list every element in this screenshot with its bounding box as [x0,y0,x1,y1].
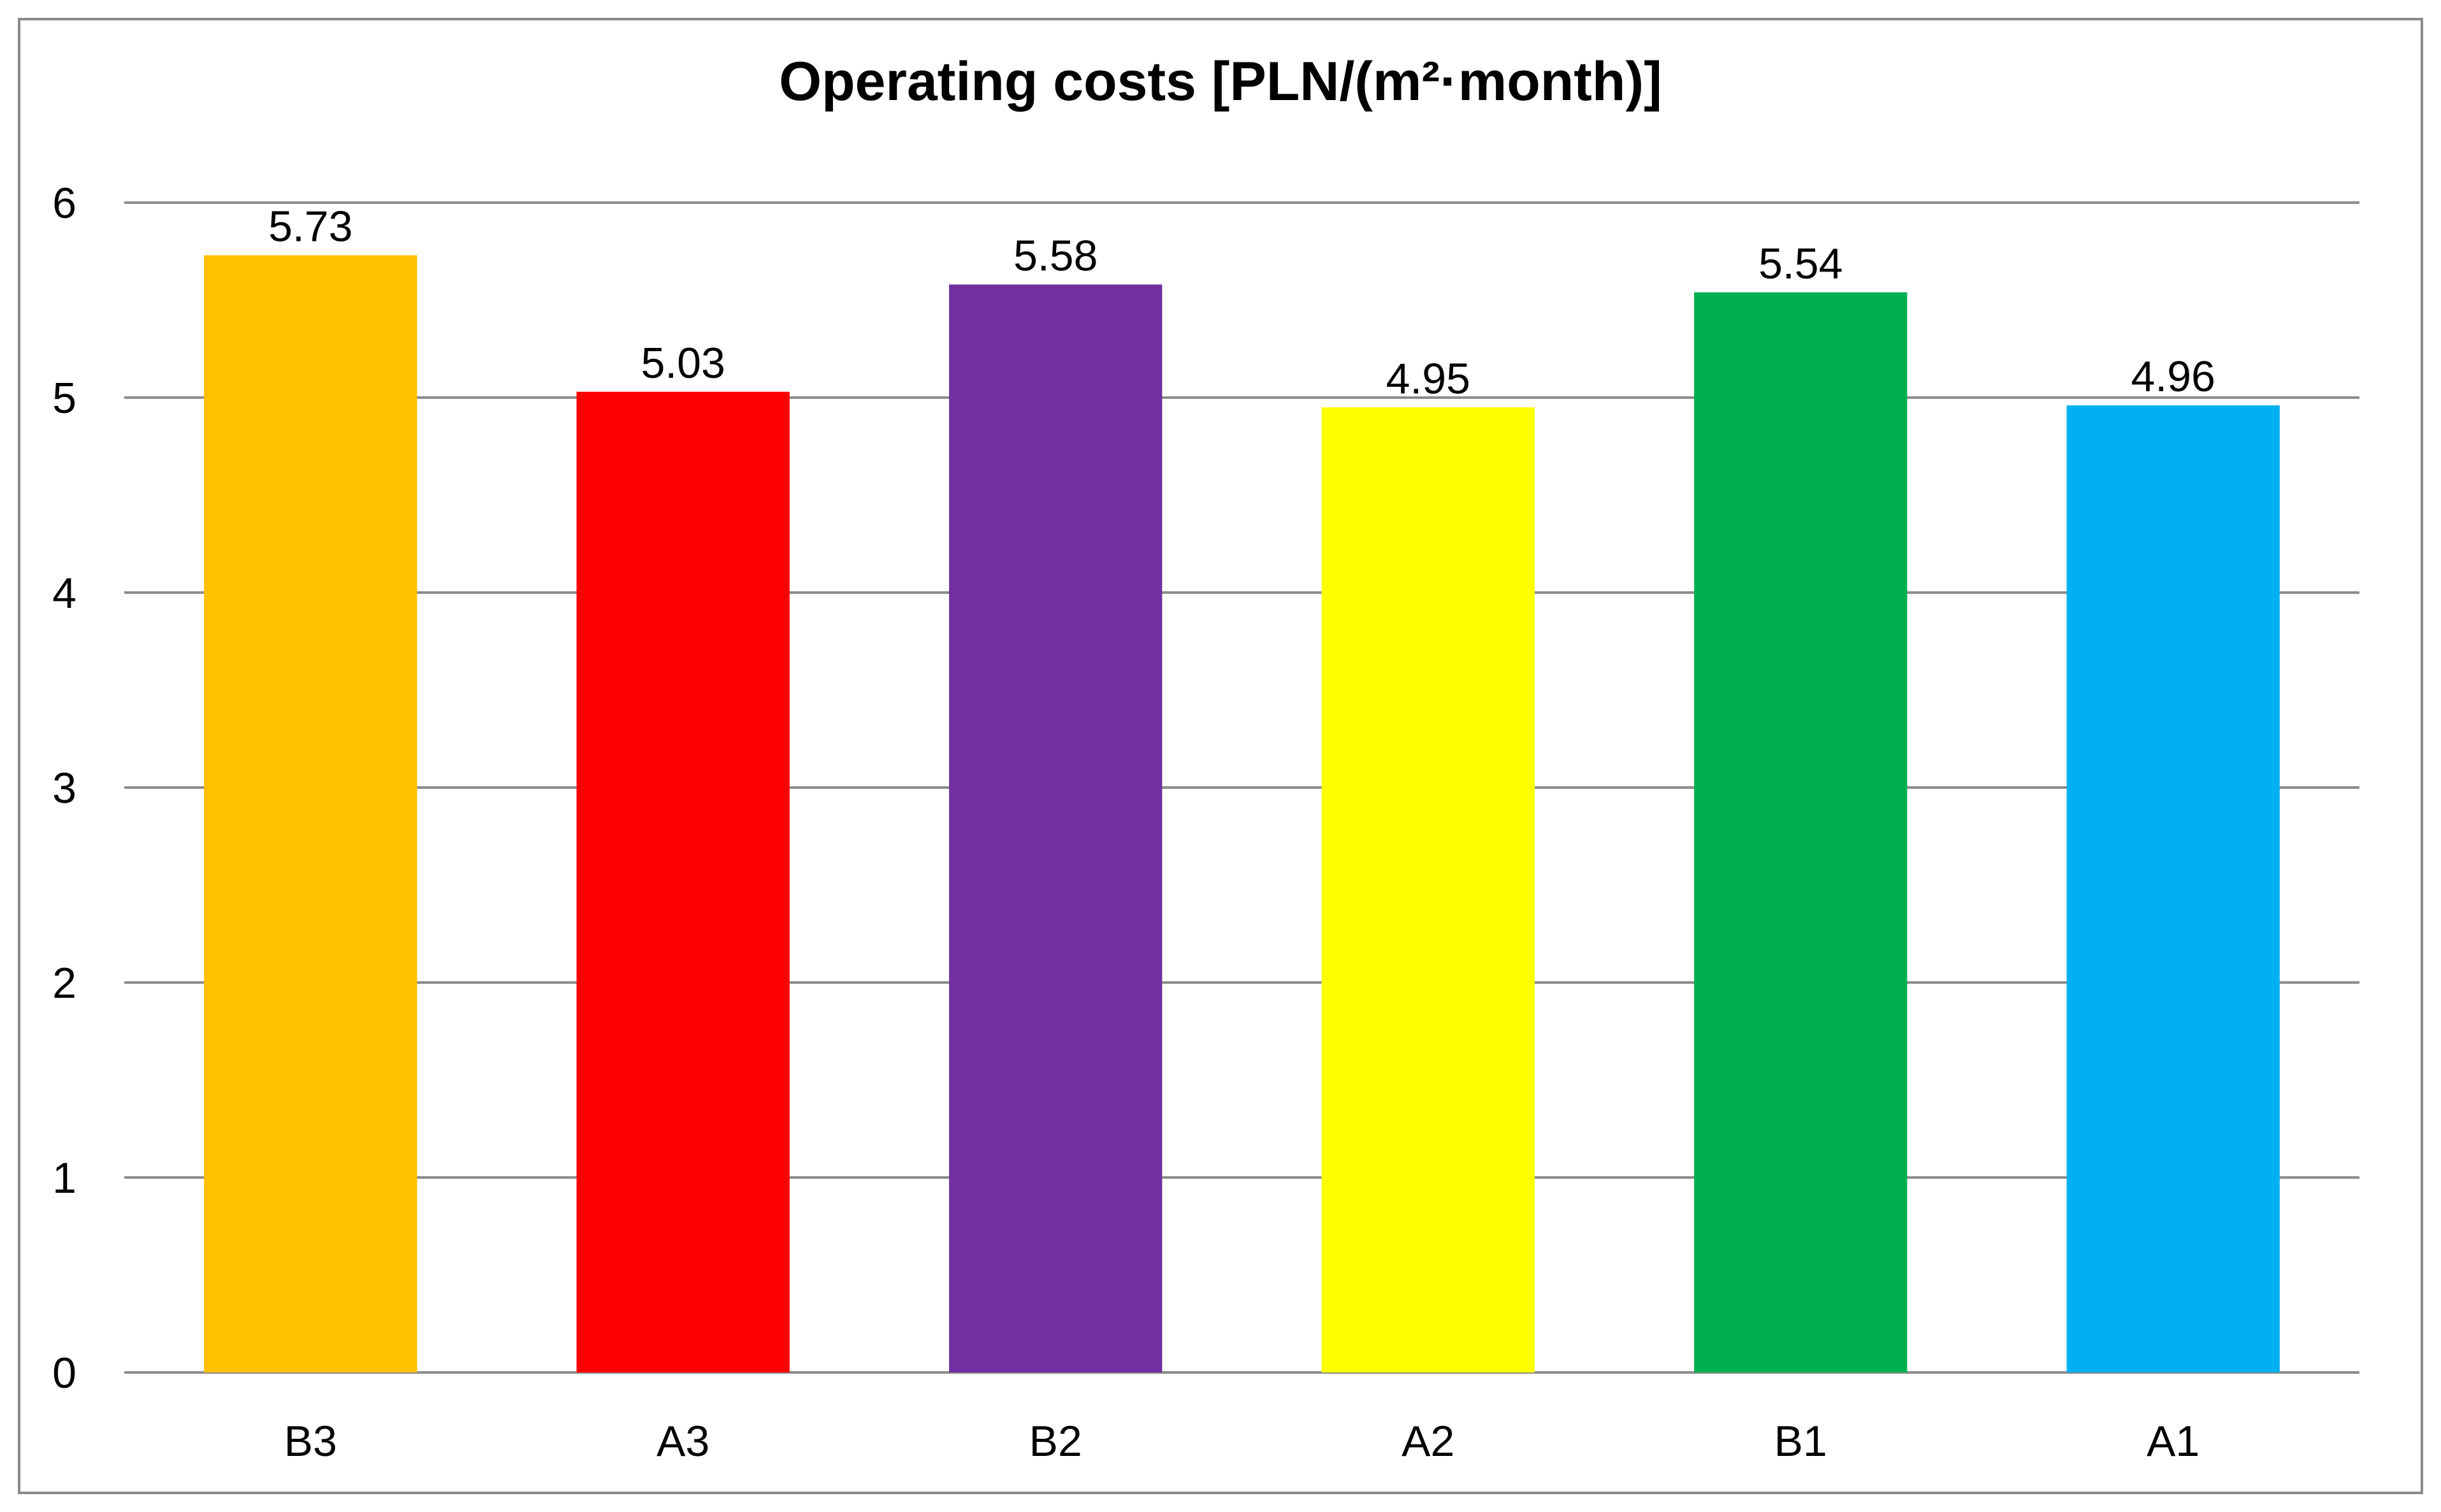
bar-b1 [1694,292,1908,1372]
bar-a1 [2066,405,2280,1372]
chart-frame: Operating costs [PLN/(m²·month)] 0 1 2 3 4 5 6… [18,18,2423,1494]
y-tick-label: 4 [52,569,76,617]
gridlines [124,201,2359,1374]
y-tick-label: 0 [52,1349,76,1397]
y-tick-label: 5 [52,374,76,422]
bar-b3 [204,255,417,1372]
bar-chart: Operating costs [PLN/(m²·month)] 0 1 2 3 4 5 6… [52,51,2359,1465]
bar-a3 [576,391,790,1372]
x-tick-label: A1 [2147,1417,2199,1465]
x-tick-label: B1 [1774,1417,1827,1465]
x-axis-ticks: B3 A3 B2 A2 B1 A1 [284,1417,2200,1465]
bar-b2 [949,284,1163,1372]
x-tick-label: A3 [656,1417,709,1465]
data-label-a3: 5.03 [641,339,725,387]
y-axis-ticks: 0 1 2 3 4 5 6 [52,179,76,1397]
data-label-b3: 5.73 [268,203,352,251]
x-tick-label: B2 [1029,1417,1082,1465]
data-label-b2: 5.58 [1013,232,1097,280]
data-label-a1: 4.96 [2131,352,2215,401]
bar-a2 [1321,407,1535,1372]
data-label-b1: 5.54 [1758,240,1843,288]
chart-title: Operating costs [PLN/(m²·month)] [779,51,1662,112]
x-tick-label: A2 [1402,1417,1454,1465]
y-tick-label: 1 [52,1154,76,1202]
y-tick-label: 3 [52,764,76,812]
y-tick-label: 2 [52,959,76,1007]
bars [204,255,2280,1372]
x-tick-label: B3 [284,1417,337,1465]
y-tick-label: 6 [52,179,76,227]
data-label-a2: 4.95 [1386,354,1470,403]
data-labels: 5.73 5.03 5.58 4.95 5.54 4.96 [268,203,2215,403]
